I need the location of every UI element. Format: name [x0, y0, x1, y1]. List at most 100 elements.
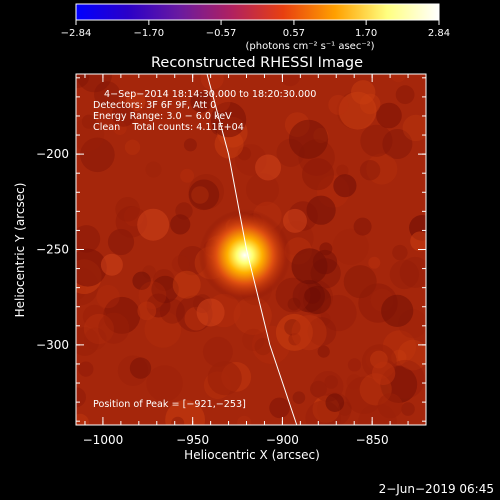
texture-blob: [392, 244, 408, 261]
texture-blob: [183, 138, 197, 152]
texture-blob: [137, 301, 157, 321]
texture-blob: [376, 102, 402, 129]
texture-blob: [159, 298, 185, 324]
texture-blob: [336, 164, 349, 177]
texture-blob: [144, 311, 182, 348]
x-tick-label: −1000: [83, 433, 124, 447]
texture-blob: [188, 174, 224, 210]
texture-blob: [191, 186, 209, 204]
texture-blob: [171, 416, 185, 425]
peak-position-label: Position of Peak = [−921,−253]: [93, 399, 246, 410]
texture-blob: [284, 112, 310, 137]
texture-blob: [275, 277, 311, 313]
texture-blob: [246, 173, 279, 207]
texture-blob: [233, 296, 272, 335]
texture-blob: [117, 355, 149, 386]
texture-blob: [107, 228, 135, 256]
texture-blob: [146, 365, 183, 402]
texture-blob: [402, 114, 426, 142]
texture-blob: [76, 225, 101, 253]
texture-blob: [328, 94, 349, 115]
texture-blob: [202, 336, 233, 367]
texture-blob: [382, 129, 413, 159]
texture-blob: [175, 202, 193, 220]
texture-blob: [80, 137, 115, 173]
image-texture: [76, 74, 426, 425]
texture-patch: [255, 154, 282, 181]
y-axis-label: Heliocentric Y (arcsec): [13, 183, 27, 318]
texture-blob: [170, 214, 191, 235]
texture-blob: [82, 304, 107, 329]
texture-patch: [100, 253, 123, 276]
texture-blob: [368, 256, 381, 269]
texture-blob: [345, 376, 383, 414]
texture-blob: [138, 281, 167, 310]
plot-image: [76, 74, 426, 425]
texture-blob: [242, 328, 265, 351]
x-axis-label: Heliocentric X (arcsec): [184, 448, 320, 462]
texture-blob: [210, 91, 231, 113]
texture-blob: [76, 327, 100, 356]
texture-blob: [397, 339, 426, 371]
texture-blob: [76, 118, 105, 152]
colorbar-tick-label: −2.84: [61, 28, 92, 39]
texture-blob: [385, 359, 425, 399]
texture-blob: [351, 80, 376, 105]
texture-blob: [76, 413, 89, 425]
texture-blob: [96, 284, 120, 309]
texture-patch: [137, 208, 170, 241]
x-tick-label: −950: [176, 433, 209, 447]
texture-blob: [153, 269, 175, 291]
texture-blob: [276, 138, 305, 167]
texture-patch: [282, 208, 307, 233]
texture-blob: [113, 121, 127, 135]
texture-blob: [237, 415, 252, 425]
texture-blob: [188, 179, 220, 211]
x-tick-label: −900: [266, 433, 299, 447]
texture-blob: [269, 397, 290, 419]
texture-blob: [371, 361, 396, 385]
texture-patch: [196, 298, 225, 327]
texture-blob: [145, 161, 162, 178]
annotation-total-counts: Clean Total counts: 4.11E+04: [93, 122, 244, 133]
texture-blob: [320, 294, 357, 332]
texture-blob: [304, 287, 321, 304]
texture-blob: [83, 313, 114, 345]
axis-ticks: −1000 −950 −900 −850 −200 −250 −300: [36, 74, 427, 447]
texture-blob: [291, 315, 327, 351]
footer-date: 2−Jun−2019 06:45: [378, 482, 494, 496]
texture-blob: [172, 270, 201, 299]
y-tick-label: −250: [36, 243, 69, 257]
texture-blob: [98, 312, 130, 344]
texture-blob: [76, 248, 107, 287]
texture-blob: [389, 259, 420, 290]
texture-blob: [81, 114, 97, 129]
texture-blob: [332, 228, 369, 265]
colorbar-ticks: −2.84 −1.70 −0.57 0.57 1.70 2.84: [61, 20, 450, 39]
texture-blob: [292, 391, 306, 405]
texture-blob: [125, 91, 146, 112]
annotation-time-range: 4−Sep−2014 18:14:30.000 to 18:20:30.000: [104, 89, 316, 100]
texture-blob: [94, 81, 121, 108]
texture-blob: [200, 74, 224, 90]
annotation-energy-range: Energy Range: 3.0 − 6.0 keV: [93, 111, 232, 122]
texture-blob: [395, 85, 415, 105]
texture-blob: [398, 309, 426, 339]
y-tick-label: −300: [36, 338, 69, 352]
colorbar-tick-label: 0.57: [283, 28, 305, 39]
x-tick-label: −850: [356, 433, 389, 447]
texture-blob: [410, 231, 426, 252]
texture-blob: [288, 119, 329, 159]
colorbar-tick-label: 1.70: [355, 28, 377, 39]
texture-blob: [207, 361, 242, 396]
colorbar-tick-label: −1.70: [134, 28, 165, 39]
texture-blob: [78, 361, 94, 377]
texture-blob: [399, 256, 426, 288]
texture-blob: [190, 91, 212, 113]
texture-blob: [111, 103, 136, 127]
texture-blob: [338, 91, 377, 130]
texture-blob: [306, 195, 336, 225]
texture-blob: [180, 168, 195, 183]
texture-blob: [353, 217, 372, 236]
texture-blob: [347, 358, 362, 372]
